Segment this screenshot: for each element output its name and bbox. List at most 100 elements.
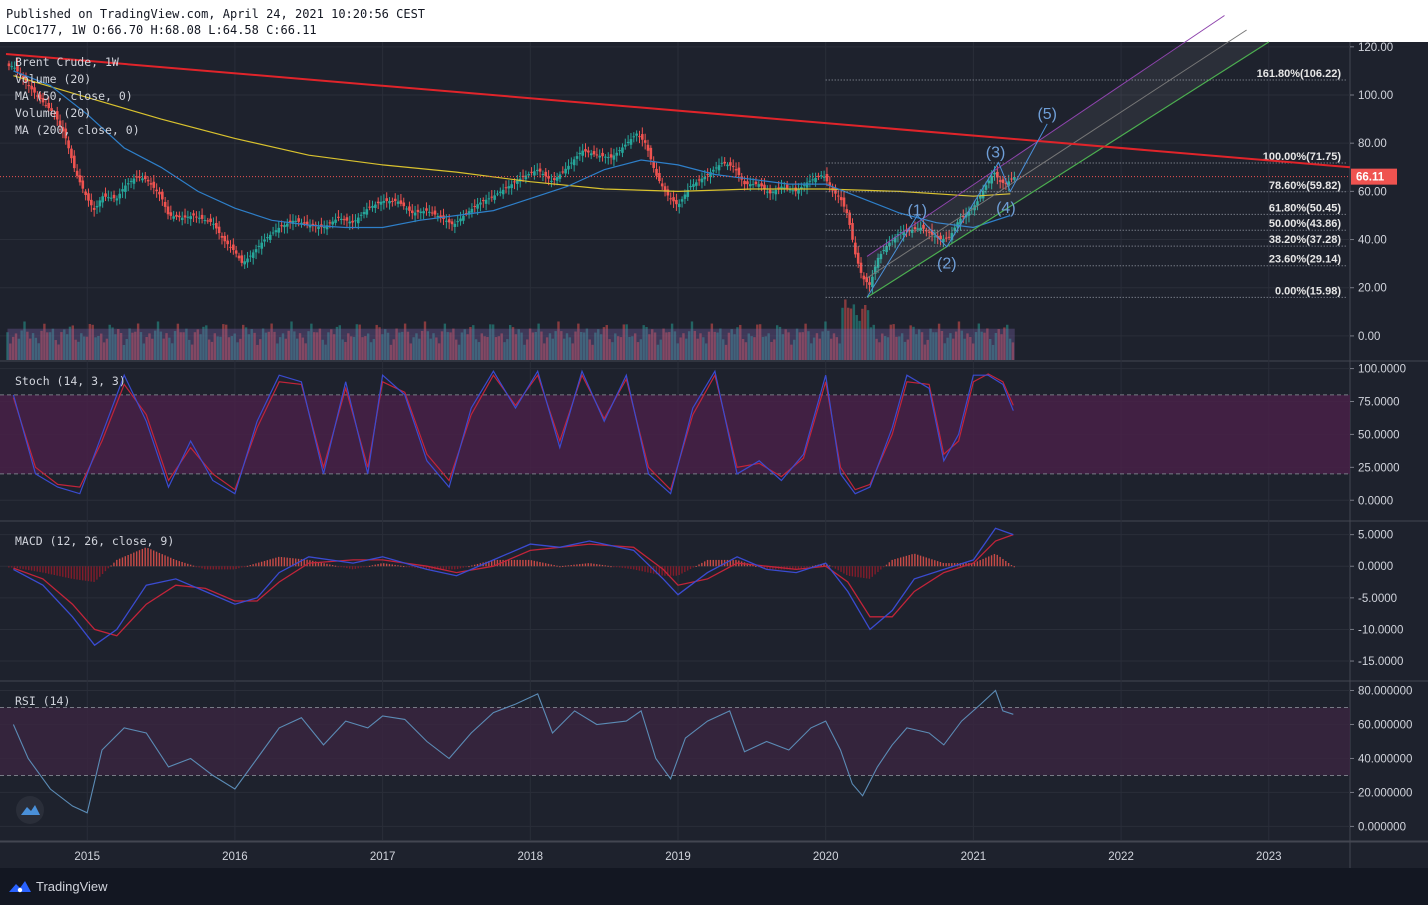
macd-histogram-bar <box>150 549 152 567</box>
macd-histogram-bar <box>547 563 550 567</box>
legend-entry: MA (50, close, 0) <box>15 89 133 103</box>
macd-histogram-bar <box>567 565 570 567</box>
volume-bar <box>193 332 197 360</box>
volume-bar <box>366 333 370 360</box>
candle-body <box>504 187 508 189</box>
volume-bar <box>736 327 739 360</box>
ma200-line <box>13 75 1011 197</box>
macd-histogram-bar <box>633 566 635 570</box>
candle-body <box>859 262 863 273</box>
macd-histogram-bar <box>184 562 186 567</box>
candle-body <box>393 198 397 201</box>
candle-body <box>496 193 499 195</box>
macd-histogram-bar <box>894 559 896 567</box>
candle-body <box>959 218 962 225</box>
volume-bar <box>259 339 262 360</box>
candle-body <box>598 155 602 158</box>
candle-body <box>575 156 579 159</box>
candle-body <box>490 196 494 198</box>
volume-bar <box>926 339 929 360</box>
stoch-title: Stoch (14, 3, 3) <box>15 374 126 388</box>
volume-bar <box>477 342 481 360</box>
volume-bar <box>986 328 989 360</box>
macd-histogram-bar <box>121 557 124 567</box>
macd-histogram-bar <box>260 561 263 567</box>
volume-bar <box>920 332 924 360</box>
macd-histogram-bar <box>306 559 308 567</box>
volume-bar <box>457 344 461 360</box>
candle-body <box>21 75 25 79</box>
candle-body <box>180 217 184 221</box>
volume-bar <box>9 343 12 360</box>
macd-histogram-bar <box>456 566 459 570</box>
candle-body <box>214 223 218 229</box>
candle-body <box>493 195 496 200</box>
candle-body <box>842 197 846 207</box>
volume-bar <box>423 321 427 360</box>
volume-bar <box>40 330 43 360</box>
volume-bar <box>48 332 52 360</box>
candle-body <box>899 232 903 234</box>
macd-histogram-bar <box>672 566 675 576</box>
volume-bar <box>707 331 711 360</box>
candle-body <box>337 216 340 218</box>
candle-body <box>981 190 985 199</box>
volume-bar <box>679 337 682 360</box>
candle-body <box>297 218 300 222</box>
candle-body <box>197 217 201 219</box>
volume-bar <box>903 341 907 360</box>
volume-bar <box>980 331 983 360</box>
candle-body <box>683 194 687 199</box>
candle-body <box>825 173 829 182</box>
volume-bar <box>730 329 733 360</box>
volume-bar <box>486 336 489 360</box>
macd-histogram-bar <box>329 564 331 567</box>
macd-histogram-bar <box>880 566 882 570</box>
volume-bar <box>807 331 810 360</box>
macd-histogram-bar <box>533 560 535 567</box>
volume-bar <box>37 343 40 360</box>
candle-body <box>834 187 837 194</box>
rsi-line <box>12 689 1014 814</box>
macd-histogram-bar <box>437 566 439 570</box>
macd-histogram-bar <box>331 565 334 567</box>
volume-bar <box>838 343 841 360</box>
volume-bar <box>508 325 512 360</box>
macd-histogram-bar <box>564 565 567 567</box>
candle-body <box>703 176 707 180</box>
candle-body <box>95 205 99 208</box>
macd-histogram-bar <box>647 566 649 573</box>
volume-bar <box>773 339 776 360</box>
macd-histogram-bar <box>706 559 709 567</box>
volume-bar <box>761 336 765 360</box>
volume-bar <box>196 329 199 360</box>
macd-histogram-bar <box>135 551 138 567</box>
volume-bar <box>315 332 319 360</box>
candle-body <box>58 120 62 126</box>
macd-histogram-bar <box>238 566 240 569</box>
macd-histogram-bar <box>931 559 933 567</box>
candle-body <box>189 216 193 220</box>
volume-bar <box>588 339 591 360</box>
volume-bar <box>685 338 688 360</box>
candle-body <box>72 155 76 169</box>
candle-body <box>819 175 823 177</box>
volume-bar <box>236 342 239 360</box>
y-tick-label: 20.00 <box>1358 283 1387 295</box>
volume-bar <box>159 331 163 360</box>
candle-body <box>280 225 283 227</box>
volume-bar <box>864 304 867 360</box>
chart-canvas[interactable]: 2015 2016 2017 2018 2019 2020 2021 2022 2023 120.… <box>0 0 1428 868</box>
volume-bar <box>656 344 660 360</box>
candle-body <box>865 276 869 283</box>
volume-bar <box>432 333 435 360</box>
volume-bar <box>787 332 790 360</box>
candle-body <box>868 282 871 285</box>
macd-histogram-bar <box>843 566 845 574</box>
candle-body <box>658 173 661 182</box>
volume-bar <box>301 337 305 360</box>
candle-body <box>354 220 357 222</box>
candle-body <box>476 204 479 209</box>
macd-histogram-bar <box>527 559 530 567</box>
macd-histogram-bar <box>147 548 149 567</box>
